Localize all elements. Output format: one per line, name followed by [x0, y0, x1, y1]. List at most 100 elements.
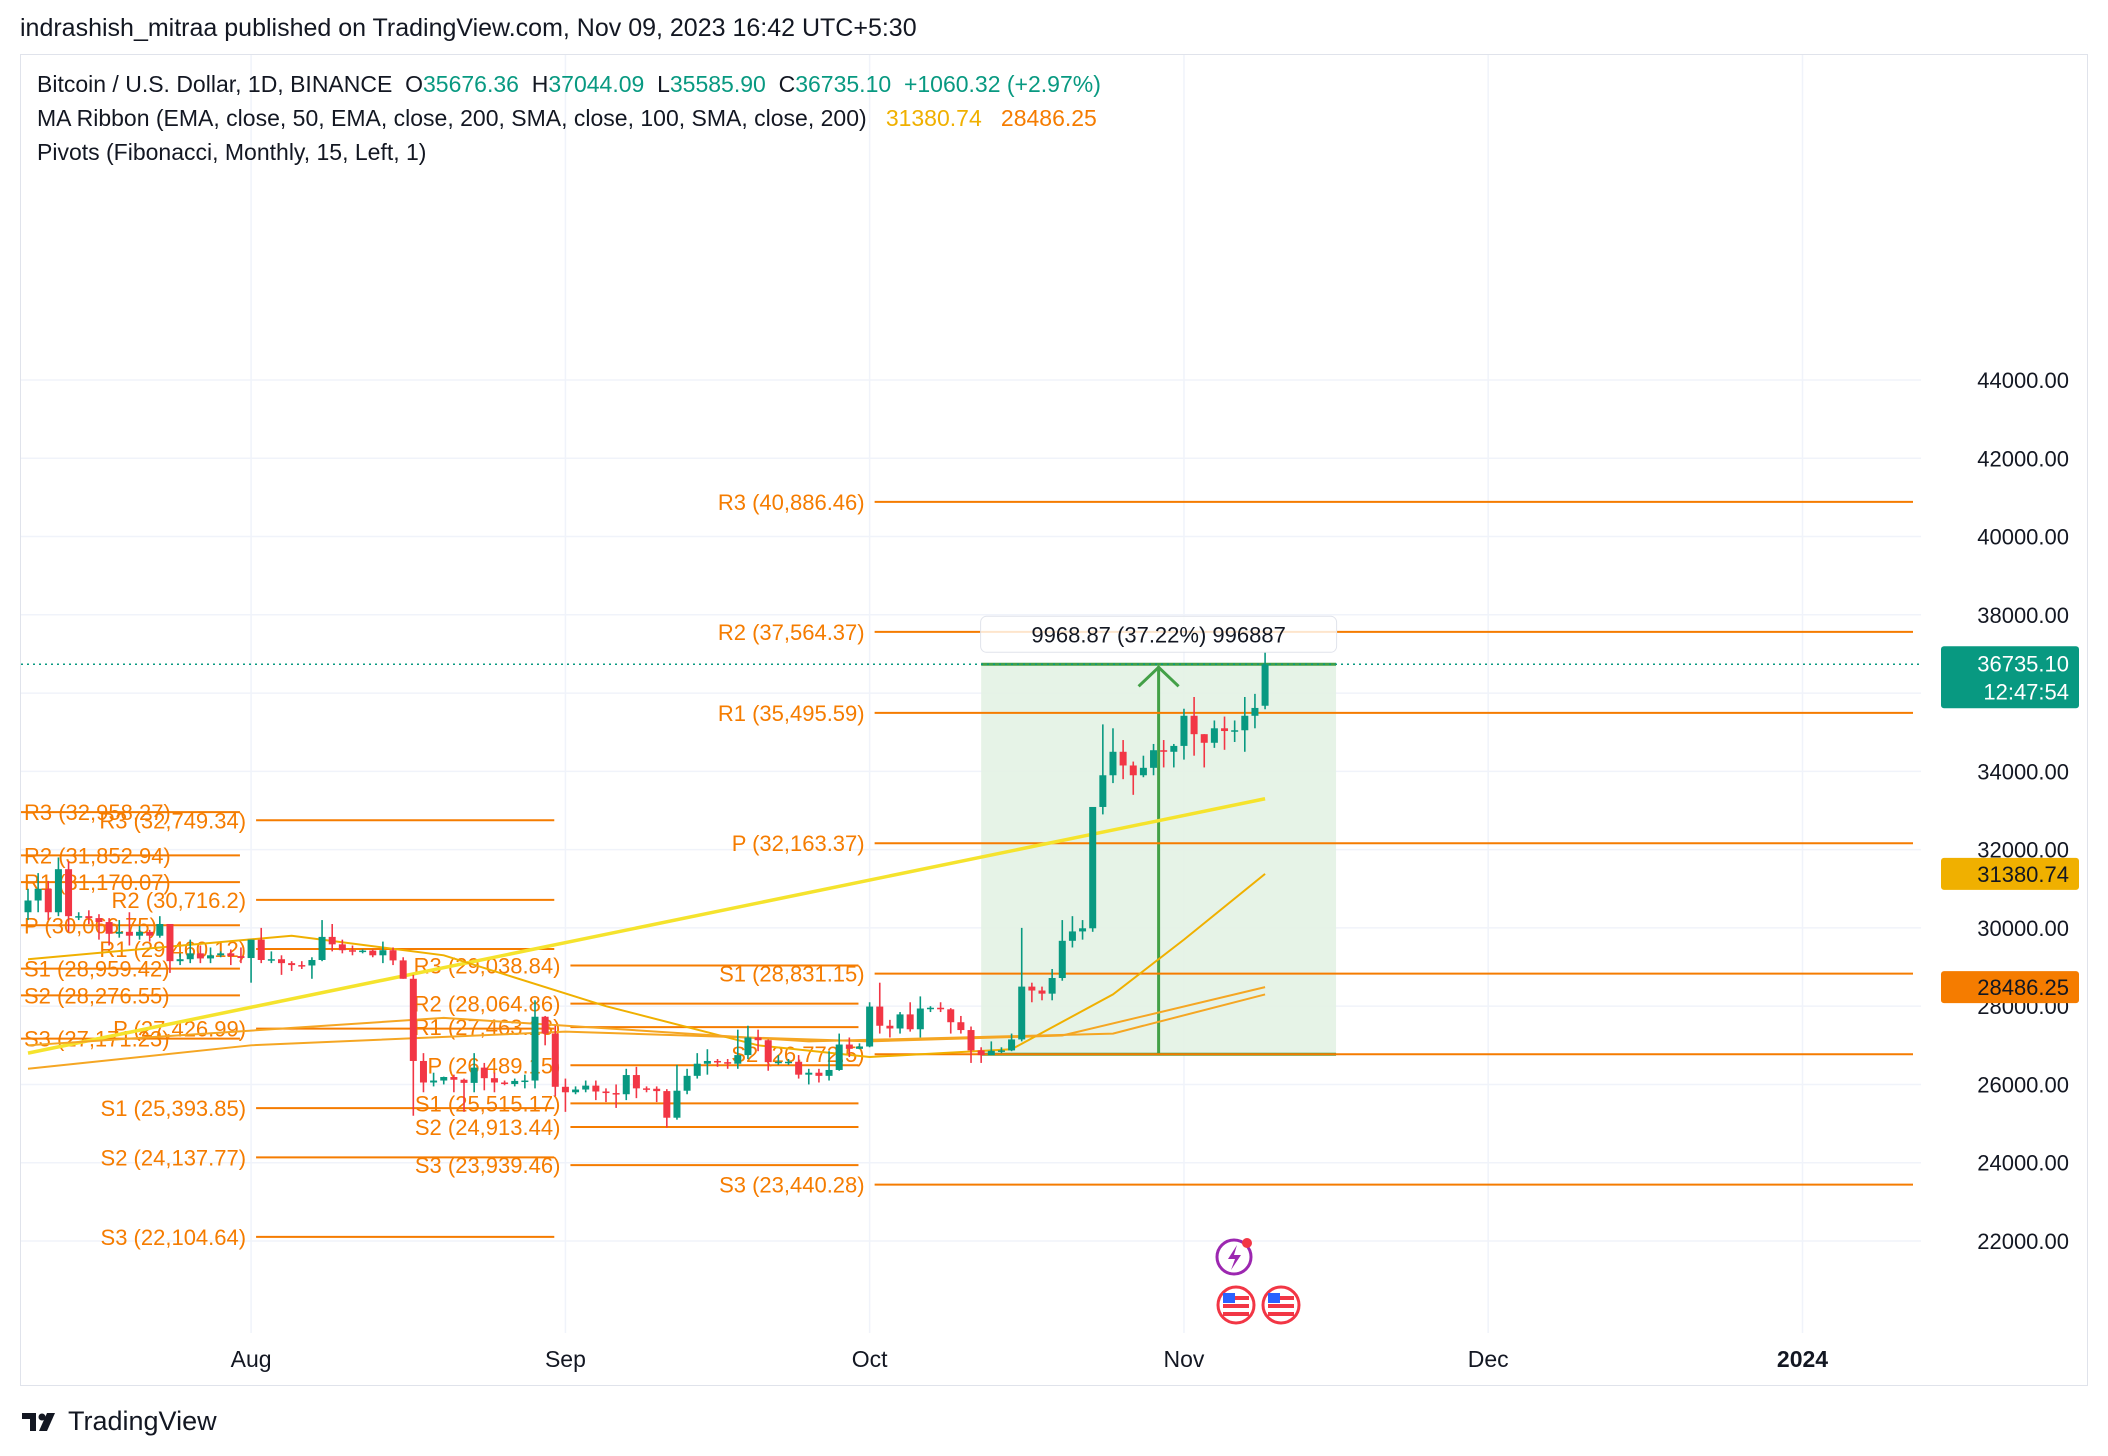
candle-body [703, 1060, 711, 1064]
pivot-label: S1 (28,831.15) [719, 962, 865, 987]
candle-body [328, 936, 336, 945]
candle-body [95, 918, 103, 923]
high-label: H [531, 71, 549, 97]
ma-price-label: 31380.74 [1977, 862, 2069, 887]
candle-body [1048, 977, 1056, 994]
candle-body [1089, 806, 1097, 929]
candle-body [582, 1085, 590, 1090]
candle-body [196, 953, 204, 959]
ma-line [27, 873, 1266, 1059]
candle-body [643, 1088, 651, 1090]
candle-body [501, 1082, 509, 1085]
candle-body [379, 950, 387, 956]
lightning-bolt-icon [1228, 1245, 1241, 1270]
pivot-label: R3 (40,886.46) [718, 490, 865, 515]
candle-body [551, 1033, 559, 1087]
ma-ribbon-value-1: 31380.74 [885, 105, 982, 131]
pivots-title[interactable]: Pivots (Fibonacci, Monthly, 15, Left, 1) [37, 139, 427, 165]
pivot-label: S1 (28,959.42) [24, 957, 170, 982]
pivot-label: S1 (25,393.85) [101, 1096, 247, 1121]
symbol-title[interactable]: Bitcoin / U.S. Dollar, 1D, BINANCE [37, 71, 393, 97]
candle-body [774, 1061, 782, 1064]
ma-ribbon-legend: MA Ribbon (EMA, close, 50, EMA, close, 2… [37, 105, 1097, 132]
candle-body [937, 1007, 945, 1010]
candle-body [65, 869, 73, 917]
flag-stripe [1268, 1304, 1294, 1308]
y-tick-label: 34000.00 [1977, 759, 2069, 784]
candle-body [916, 1008, 924, 1030]
candle-body [977, 1050, 985, 1056]
y-tick-label: 24000.00 [1977, 1151, 2069, 1176]
candle-body [1251, 707, 1259, 716]
ma-ribbon-title[interactable]: MA Ribbon (EMA, close, 50, EMA, close, 2… [37, 105, 867, 131]
candle-body [1210, 728, 1218, 743]
candle-body [34, 888, 42, 901]
ma-line [27, 993, 1266, 1047]
tradingview-brand[interactable]: TradingView [68, 1406, 217, 1436]
candle-body [572, 1089, 580, 1093]
candle-body [764, 1040, 772, 1063]
chart-pane[interactable]: R3 (32,958.27) R2 (31,852.94) R1 (31,170.0… [20, 54, 2088, 1386]
candle-body [125, 931, 133, 936]
candle-body [85, 916, 93, 919]
candle-body [1170, 745, 1178, 752]
candle-body [1018, 986, 1026, 1040]
candle-body [724, 1062, 732, 1064]
high-value: 37044.09 [548, 71, 645, 97]
candle-body [1241, 715, 1249, 731]
pivot-label: S3 (22,104.64) [101, 1225, 247, 1250]
candle-body [318, 936, 326, 960]
measure-arrow-head [1137, 665, 1180, 688]
ma-price-label: 28486.25 [1977, 975, 2069, 1000]
candle-body [166, 923, 174, 962]
candle-body [217, 953, 225, 956]
candle-body [409, 978, 417, 1061]
candle-body [389, 950, 397, 961]
x-tick-label: Oct [852, 1346, 888, 1372]
candle-body [450, 1077, 458, 1080]
candle-body [845, 1044, 853, 1049]
x-axis: Aug Sep Oct Nov Dec 2024 [231, 1346, 1829, 1372]
candle-body [622, 1075, 630, 1095]
y-tick-label: 38000.00 [1977, 603, 2069, 628]
candle-body [714, 1060, 722, 1063]
candle-body [511, 1080, 519, 1085]
candle-body [227, 953, 235, 957]
candle-body [399, 960, 407, 979]
flag-stripe [1268, 1296, 1294, 1300]
pivot-label: P (32,163.37) [732, 831, 865, 856]
y-tick-label: 40000.00 [1977, 525, 2069, 550]
footer: TradingView [20, 1406, 217, 1437]
candle-body [1160, 750, 1168, 752]
tradingview-logo-icon [22, 1412, 55, 1431]
price-chart[interactable]: R3 (32,958.27)R2 (31,852.94)R1 (31,170.0… [21, 55, 2088, 1386]
candle-body [136, 931, 144, 936]
candle-body [602, 1091, 610, 1094]
candle-body [470, 1067, 478, 1083]
pivot-label: S3 (23,440.28) [719, 1173, 865, 1198]
candle-body [987, 1050, 995, 1056]
candle-body [612, 1093, 620, 1095]
flag-canton [1268, 1293, 1280, 1303]
candle-body [815, 1072, 823, 1076]
x-tick-label: Dec [1468, 1346, 1509, 1372]
grid-lines [21, 55, 1921, 1333]
candle-body [1068, 931, 1076, 941]
candle-body [44, 888, 52, 913]
event-icons [1215, 1238, 1301, 1325]
candle-body [1119, 751, 1127, 766]
candle-body [805, 1072, 813, 1075]
candle-body [247, 939, 255, 959]
pivot-label: R3 (32,749.34) [99, 808, 246, 833]
candle-body [1221, 728, 1229, 732]
close-label: C [778, 71, 796, 97]
x-tick-label: 2024 [1777, 1346, 1828, 1372]
candle-body [257, 939, 265, 960]
candle-body [338, 944, 346, 951]
low-label: L [657, 71, 670, 97]
publication-header: indrashish_mitraa published on TradingVi… [20, 14, 917, 42]
candle-body [653, 1088, 661, 1092]
price-label-bg [1941, 646, 2079, 709]
pivot-label: S3 (23,939.46) [415, 1153, 561, 1178]
flag-stripe [1268, 1312, 1294, 1316]
